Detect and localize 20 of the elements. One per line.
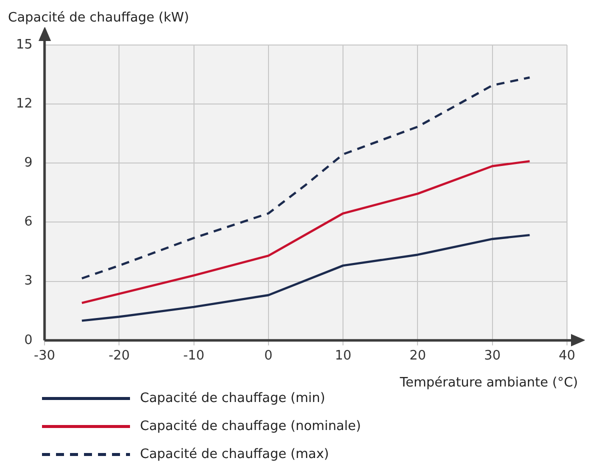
x-tick-label: -20 [108,348,130,364]
legend-label: Capacité de chauffage (nominale) [140,418,361,434]
y-tick-label: 9 [24,156,33,171]
y-tick-label: 3 [24,274,33,289]
legend-label: Capacité de chauffage (min) [140,390,326,406]
x-tick-label: 20 [409,348,426,364]
x-tick-label: 10 [334,348,352,364]
y-tick-label: 0 [24,332,33,348]
y-tick-label: 12 [16,96,33,112]
x-tick-label: -30 [34,348,56,364]
x-tick-label: -10 [183,348,204,364]
y-tick-label: 6 [24,214,33,230]
legend-label: Capacité de chauffage (max) [140,446,329,462]
x-tick-label: 0 [264,348,273,364]
line-series [80,76,531,280]
x-tick-label: 30 [484,348,501,364]
x-tick-label: 40 [558,348,576,364]
y-tick-label: 15 [16,37,33,52]
y-axis-title: Capacité de chauffage (kW) [8,10,190,26]
x-axis-title: Température ambiante (°C) [398,375,578,390]
